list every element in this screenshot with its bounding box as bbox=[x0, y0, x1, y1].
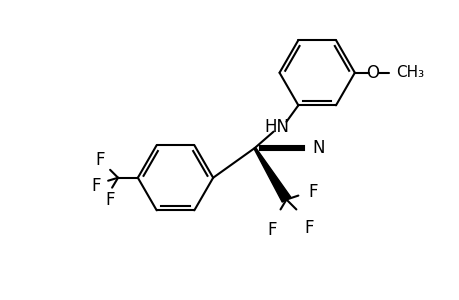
Text: F: F bbox=[95, 151, 105, 169]
Text: F: F bbox=[304, 219, 313, 237]
Text: F: F bbox=[267, 221, 277, 239]
Polygon shape bbox=[253, 148, 290, 202]
Text: CH₃: CH₃ bbox=[396, 65, 424, 80]
Text: HN: HN bbox=[263, 118, 288, 136]
Text: F: F bbox=[308, 183, 317, 201]
Text: F: F bbox=[105, 190, 115, 208]
Text: N: N bbox=[312, 139, 324, 157]
Text: F: F bbox=[91, 177, 101, 195]
Text: O: O bbox=[365, 64, 378, 82]
